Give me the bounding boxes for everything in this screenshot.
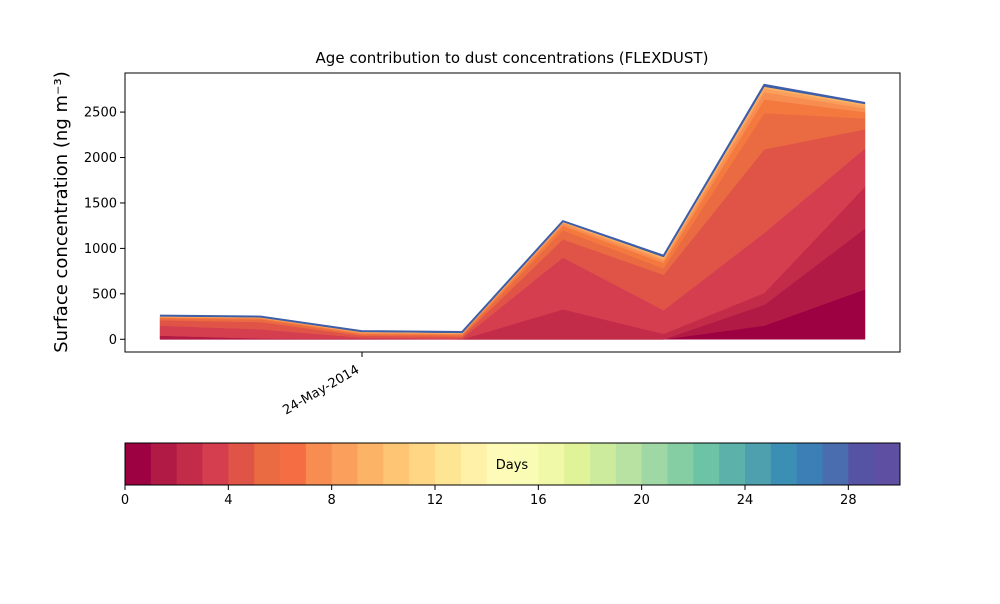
colorbar-tick-label: 28 [840,493,857,508]
colorbar-cell [305,443,333,485]
colorbar-cell [331,443,358,485]
colorbar: Days 0 4 8 12 16 20 24 28 [121,442,901,508]
y-tick-label: 2000 [84,151,117,166]
colorbar-label: Days [496,458,529,473]
colorbar-cell [538,443,565,485]
colorbar-tick-label: 4 [224,493,232,508]
y-tick-label: 2500 [84,106,117,121]
colorbar-cell [641,443,668,485]
colorbar-cell [719,443,746,485]
colorbar-cell [512,443,539,485]
colorbar-cell [125,443,152,485]
plot-area: Age contribution to dust concentrations … [51,49,901,418]
colorbar-cell [460,443,488,485]
colorbar-tick-label: 12 [427,493,444,508]
stacked-areas [159,83,866,340]
colorbar-tick-label: 24 [737,493,754,508]
colorbar-cells [125,443,901,485]
colorbar-cell [176,443,203,485]
colorbar-cell [254,443,281,485]
y-axis: 0 500 1000 1500 2000 2500 [84,106,125,348]
y-tick-label: 1000 [84,242,117,257]
colorbar-cell [667,443,694,485]
colorbar-cell [745,443,772,485]
colorbar-cell [150,443,178,485]
colorbar-cell [848,443,875,485]
plot-frame [124,72,901,353]
colorbar-cell [228,443,255,485]
colorbar-tick-label: 8 [328,493,336,508]
colorbar-cell [357,443,384,485]
colorbar-cell [383,443,410,485]
x-tick-label: 24-May-2014 [280,362,362,418]
colorbar-cell [564,443,591,485]
colorbar-cell [796,443,823,485]
colorbar-tick-label: 20 [633,493,650,508]
colorbar-cell [486,443,513,485]
colorbar-cell [435,443,462,485]
x-axis: 24-May-2014 [280,352,363,418]
y-tick-label: 1500 [84,196,117,211]
chart-title: Age contribution to dust concentrations … [316,49,709,67]
y-tick-label: 500 [92,287,117,302]
colorbar-cell [409,443,436,485]
colorbar-cell [280,443,307,485]
colorbar-cell [202,443,229,485]
total-outline [159,83,866,334]
colorbar-cell [770,443,798,485]
colorbar-cell [590,443,617,485]
colorbar-tick-label: 0 [121,493,129,508]
y-tick-label: 0 [109,333,117,348]
colorbar-frame [124,442,901,486]
colorbar-ticks: 0 4 8 12 16 20 24 28 [121,485,857,508]
colorbar-cell [874,443,901,485]
colorbar-tick-label: 16 [530,493,547,508]
colorbar-cell [615,443,643,485]
colorbar-cell [693,443,720,485]
colorbar-cell [822,443,849,485]
y-axis-label: Surface concentration (ng m⁻³) [51,71,72,353]
